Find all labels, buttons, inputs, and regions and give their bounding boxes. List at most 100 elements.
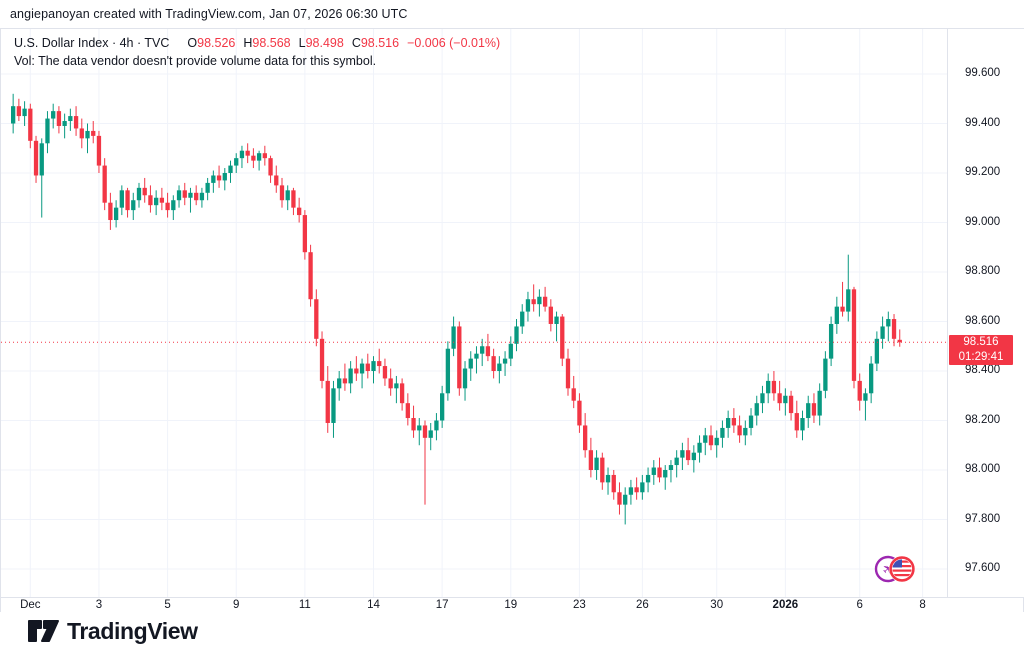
x-axis-label: 2026 bbox=[772, 599, 799, 611]
attribution-text: angiepanoyan created with TradingView.co… bbox=[10, 7, 408, 21]
candle-body bbox=[113, 207, 119, 221]
candle-body bbox=[211, 175, 216, 183]
candle-body bbox=[794, 413, 799, 431]
candle-body bbox=[68, 116, 73, 122]
candle-body bbox=[594, 457, 599, 470]
x-axis-label: 5 bbox=[164, 599, 171, 611]
candle-body bbox=[748, 415, 754, 428]
x-axis-label: 30 bbox=[710, 599, 724, 611]
bar-countdown: 01:29:41 bbox=[958, 350, 1004, 363]
candle-body bbox=[891, 319, 897, 339]
candle-body bbox=[216, 175, 222, 181]
candle-body bbox=[806, 403, 811, 419]
candle-body bbox=[79, 128, 84, 139]
candle-body bbox=[302, 215, 308, 253]
candle-body bbox=[51, 111, 56, 119]
x-axis-label: 23 bbox=[573, 599, 586, 611]
candle-body bbox=[800, 418, 805, 431]
candle-body bbox=[399, 383, 405, 404]
candle-body bbox=[697, 442, 702, 453]
candle-body bbox=[297, 207, 302, 216]
candle-body bbox=[588, 450, 594, 470]
candle-body bbox=[685, 450, 691, 461]
legend-symbol-row: U.S. Dollar Index · 4h · TVC O 98.526 H 98… bbox=[14, 36, 500, 50]
candle-body bbox=[394, 383, 399, 389]
x-axis-label: Dec bbox=[20, 599, 41, 611]
candle-body bbox=[154, 197, 159, 206]
candle-body bbox=[703, 435, 708, 443]
candle-body bbox=[56, 111, 62, 126]
close-label: C bbox=[351, 36, 361, 50]
candle-body bbox=[96, 135, 102, 166]
candle-body bbox=[617, 492, 622, 505]
symbol-title[interactable]: U.S. Dollar Index · 4h · TVC bbox=[14, 36, 170, 50]
candle-body bbox=[645, 474, 651, 483]
price-chart-pane[interactable] bbox=[1, 29, 947, 597]
tradingview-logo-text: TradingView bbox=[67, 617, 198, 644]
candle-body bbox=[388, 378, 393, 389]
candle-body bbox=[194, 192, 199, 201]
candle-body bbox=[108, 202, 113, 221]
candle-body bbox=[811, 403, 817, 416]
candle-body bbox=[565, 358, 571, 389]
candle-body bbox=[85, 130, 90, 139]
candle-body bbox=[514, 326, 519, 344]
change-value: −0.006 (−0.01%) bbox=[407, 36, 501, 50]
candle-body bbox=[857, 380, 862, 401]
time-axis[interactable]: Dec 3 5 9 11 14 17 19 23 26 30 2026 6 8 bbox=[1, 597, 1023, 612]
candle-body bbox=[680, 450, 685, 458]
candle-body bbox=[840, 306, 845, 312]
low-value: 98.498 bbox=[305, 36, 344, 50]
y-axis-label: 99.400 bbox=[965, 116, 1001, 129]
candle-body bbox=[668, 465, 674, 470]
candle-body bbox=[600, 457, 605, 483]
candle-body bbox=[554, 316, 559, 324]
x-axis-label: 14 bbox=[367, 599, 380, 611]
candle-body bbox=[182, 190, 187, 198]
candle-body bbox=[28, 108, 33, 141]
candle-body bbox=[39, 143, 44, 176]
close-value: 98.516 bbox=[360, 36, 400, 50]
price-axis[interactable]: 99.600 99.400 99.200 99.000 98.800 98.600 98.4… bbox=[947, 29, 1024, 597]
candle-body bbox=[337, 378, 342, 389]
candle-body bbox=[354, 368, 359, 374]
y-axis-label: 99.200 bbox=[965, 166, 1001, 178]
candle-body bbox=[382, 366, 388, 379]
last-price-value: 98.516 bbox=[963, 335, 999, 348]
candle-body bbox=[754, 403, 759, 416]
candle-body bbox=[279, 185, 285, 201]
candle-body bbox=[445, 348, 451, 394]
candle-body bbox=[359, 363, 365, 374]
candle-body bbox=[142, 187, 147, 196]
candle-body bbox=[777, 393, 782, 404]
candle-body bbox=[136, 187, 142, 201]
candle-body bbox=[371, 361, 376, 371]
x-axis-label: 19 bbox=[504, 599, 518, 611]
candle-body bbox=[760, 393, 765, 404]
candle-body bbox=[251, 155, 256, 161]
candle-body bbox=[880, 326, 885, 339]
candle-body bbox=[165, 202, 170, 211]
candlestick-chart[interactable] bbox=[1, 29, 947, 597]
candle-body bbox=[886, 319, 891, 327]
candle-body bbox=[45, 118, 50, 144]
tradingview-logo-icon bbox=[28, 620, 59, 642]
candle-body bbox=[417, 425, 422, 431]
candle-body bbox=[560, 316, 565, 359]
candle-body bbox=[222, 173, 227, 181]
economic-event-markers[interactable]: ✈ bbox=[873, 554, 919, 584]
candle-body bbox=[851, 289, 857, 381]
candle-body bbox=[234, 158, 239, 166]
candle-body bbox=[577, 400, 582, 426]
us-flag-icon[interactable] bbox=[887, 554, 917, 584]
x-axis-label: 3 bbox=[95, 599, 103, 611]
candle-body bbox=[628, 487, 634, 495]
candle-body bbox=[262, 153, 267, 159]
candle-body bbox=[331, 388, 336, 423]
candle-body bbox=[640, 482, 645, 493]
candle-body bbox=[365, 363, 370, 371]
high-value: 98.568 bbox=[252, 36, 291, 50]
last-price-badge: 98.516 01:29:41 bbox=[949, 334, 1013, 365]
tradingview-logo[interactable]: TradingView bbox=[27, 616, 198, 646]
